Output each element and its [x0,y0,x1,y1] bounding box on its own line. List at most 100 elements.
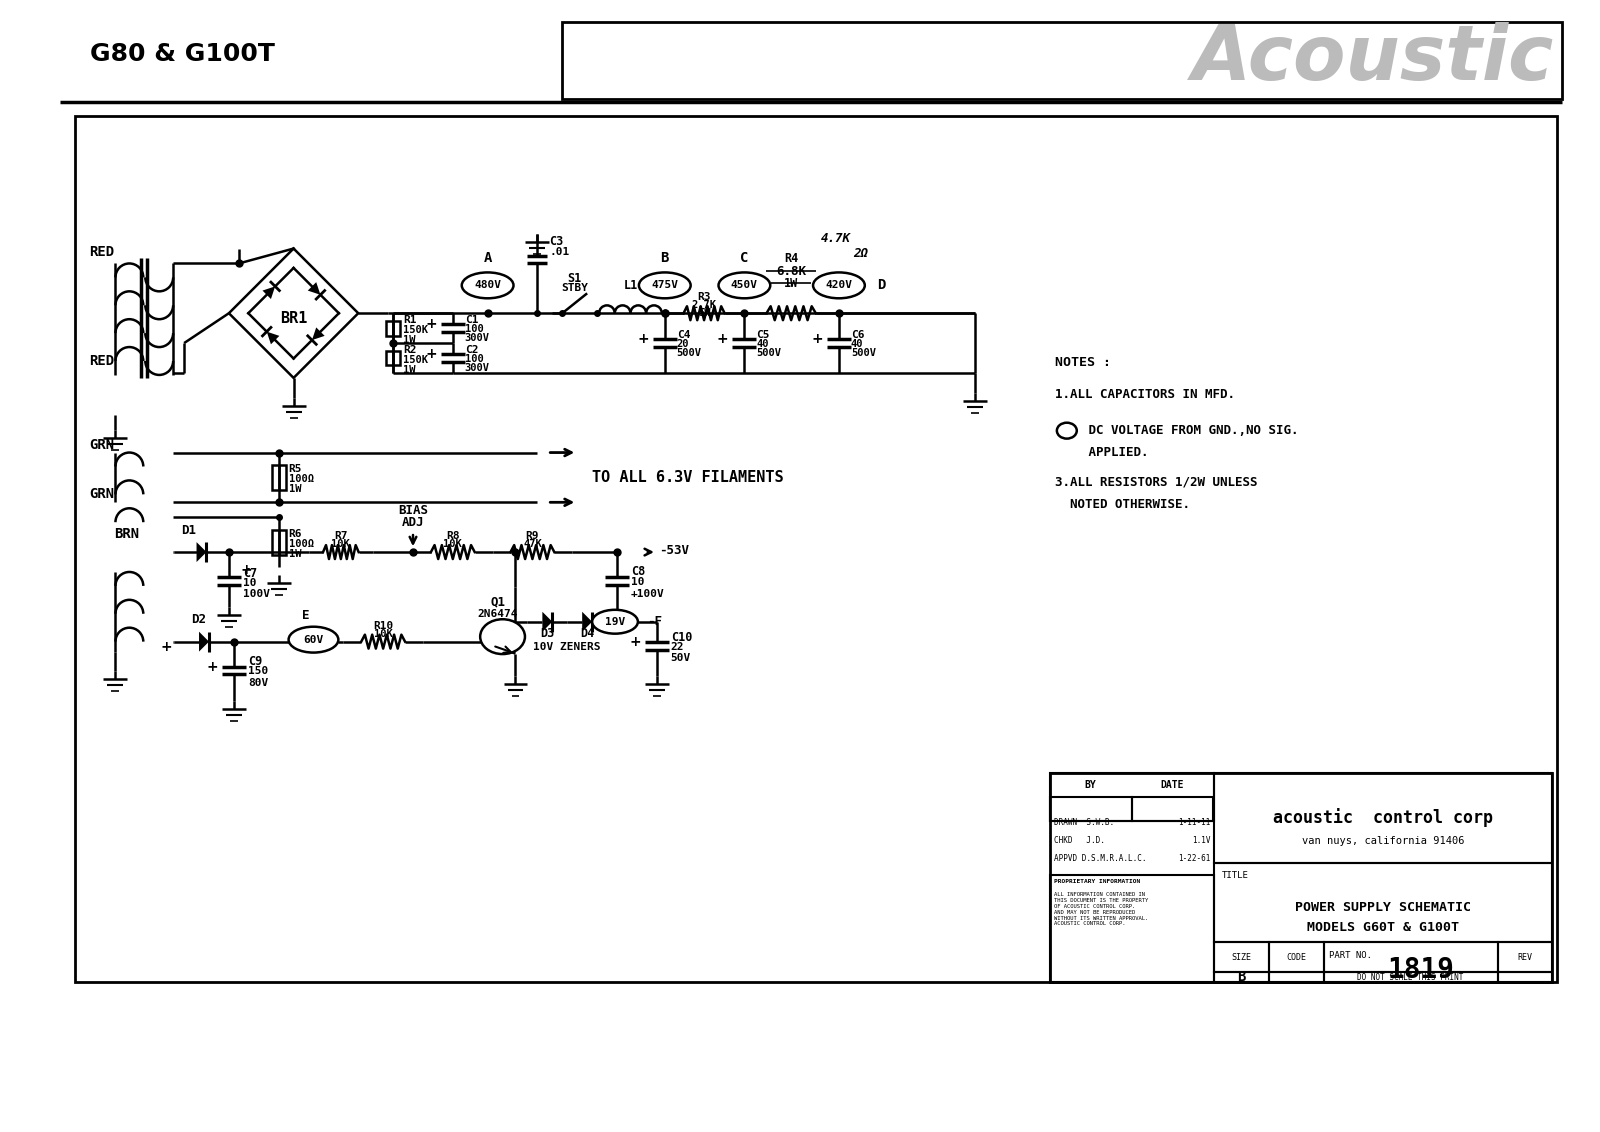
Bar [1050,773,1552,981]
Text: 500V: 500V [851,348,875,358]
Polygon shape [198,632,210,652]
Text: TO ALL 6.3V FILAMENTS: TO ALL 6.3V FILAMENTS [592,470,784,484]
Text: C9: C9 [248,655,262,668]
Bar [1050,773,1214,821]
Text: 10: 10 [630,577,645,586]
Bar [1131,797,1213,821]
Bar [272,530,286,555]
Text: A: A [483,251,491,266]
Text: 100: 100 [464,354,483,365]
Bar [1323,972,1498,981]
Text: 1.1V: 1.1V [1192,837,1210,846]
Text: 450V: 450V [731,281,758,291]
Text: R9: R9 [526,531,539,541]
Text: BRN: BRN [115,528,139,541]
Text: 150K: 150K [403,325,429,335]
Ellipse shape [288,627,338,652]
Text: APPVD D.S.M.R.A.L.C.: APPVD D.S.M.R.A.L.C. [1054,854,1146,863]
Text: POWER SUPPLY SCHEMATIC: POWER SUPPLY SCHEMATIC [1296,901,1472,914]
Text: 150: 150 [248,667,269,677]
Text: C7: C7 [243,567,258,581]
Text: -F: -F [646,615,662,628]
Text: D2: D2 [192,614,206,626]
Polygon shape [197,542,206,561]
Text: GRN: GRN [90,438,115,452]
Text: B: B [661,251,669,266]
Text: .01: .01 [549,247,570,257]
Text: +: + [426,348,437,361]
Text: C: C [741,251,749,266]
Text: C10: C10 [670,632,693,644]
Ellipse shape [1058,422,1077,438]
Text: BY: BY [1085,780,1096,790]
Text: Q1: Q1 [490,595,506,608]
Text: D4: D4 [581,627,594,641]
Text: C3: C3 [549,235,563,248]
Polygon shape [267,332,280,344]
Text: 20: 20 [677,340,690,349]
Ellipse shape [813,273,866,299]
Text: R6: R6 [288,529,302,539]
Text: 500V: 500V [757,348,781,358]
Text: 500V: 500V [677,348,702,358]
Bar [1269,972,1323,981]
Text: D3: D3 [541,627,555,641]
Text: RED: RED [90,245,115,258]
Text: CODE: CODE [1286,953,1306,961]
Text: +: + [629,635,642,649]
Text: +: + [206,660,218,674]
Text: BR1: BR1 [280,310,307,326]
Ellipse shape [462,273,514,299]
Text: 4.7K: 4.7K [821,232,851,246]
Bar [386,320,400,335]
Text: 300V: 300V [464,363,490,372]
Bar [1214,972,1269,981]
Text: BIAS: BIAS [398,504,427,517]
Text: NOTES :: NOTES : [1054,357,1110,369]
Text: +: + [637,332,650,346]
Text: 40: 40 [851,340,864,349]
Polygon shape [262,286,275,299]
Text: PROPRIETARY INFORMATION: PROPRIETARY INFORMATION [1054,880,1141,884]
Text: S1: S1 [568,272,582,285]
Text: E: E [302,609,309,623]
Text: -53V: -53V [659,543,690,557]
Text: 10: 10 [243,578,256,588]
Bar [1050,797,1131,821]
Text: DO NOT SCALE THIS PRINT: DO NOT SCALE THIS PRINT [1357,972,1464,981]
Text: TITLE: TITLE [1222,871,1250,880]
Text: 2N6474: 2N6474 [477,609,518,619]
Bar [1498,972,1552,981]
Bar [1214,942,1269,972]
Text: 10K: 10K [331,539,350,549]
Text: C8: C8 [630,566,645,578]
Text: 100Ω: 100Ω [288,474,314,484]
Text: 6.8K: 6.8K [776,265,806,278]
Ellipse shape [592,610,638,634]
Text: D1: D1 [181,524,197,537]
Text: 1.ALL CAPACITORS IN MFD.: 1.ALL CAPACITORS IN MFD. [1054,388,1235,402]
Bar [1214,863,1552,942]
Text: 1-11-11: 1-11-11 [1178,818,1210,827]
Text: R10: R10 [373,620,394,631]
Text: RED: RED [90,354,115,368]
Text: 1W: 1W [403,365,416,375]
Text: D: D [877,278,885,292]
Text: GRN: GRN [90,488,115,501]
Text: B: B [1237,970,1246,984]
Bar [562,22,1563,100]
Text: R8: R8 [446,531,459,541]
Text: 10V ZENERS: 10V ZENERS [533,642,602,652]
Text: +: + [426,317,437,332]
Text: CHKD   J.D.: CHKD J.D. [1054,837,1104,846]
Text: 80V: 80V [248,678,269,688]
Bar [1214,773,1552,863]
Text: C2: C2 [464,345,478,355]
Bar [1050,875,1214,981]
Bar [1498,942,1552,972]
Text: 50V: 50V [670,652,691,662]
Text: ADJ: ADJ [402,516,424,529]
Text: G80 & G100T: G80 & G100T [90,43,275,67]
Text: 2Ω: 2Ω [853,247,869,260]
Ellipse shape [480,619,525,654]
